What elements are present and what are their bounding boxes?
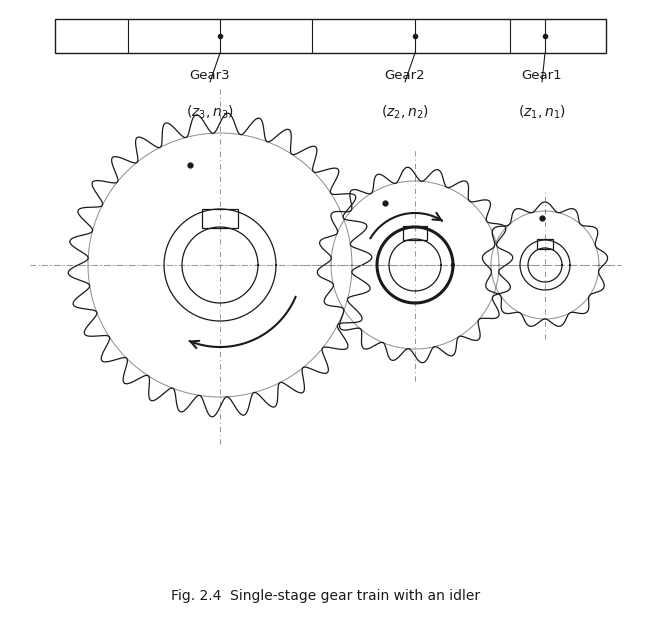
Bar xyxy=(55,19,606,53)
Text: Fig. 2.4  Single-stage gear train with an idler: Fig. 2.4 Single-stage gear train with an… xyxy=(171,589,480,603)
Text: Gear2: Gear2 xyxy=(385,69,425,82)
Text: Gear1: Gear1 xyxy=(521,69,562,82)
Bar xyxy=(202,209,238,228)
Bar xyxy=(537,239,553,249)
Text: $(z_{3},n_{3})$: $(z_{3},n_{3})$ xyxy=(186,104,234,121)
Text: Gear3: Gear3 xyxy=(189,69,230,82)
Text: $(z_{1},n_{1})$: $(z_{1},n_{1})$ xyxy=(518,104,566,121)
Bar xyxy=(403,226,427,240)
Text: $(z_{2},n_{2})$: $(z_{2},n_{2})$ xyxy=(381,104,429,121)
